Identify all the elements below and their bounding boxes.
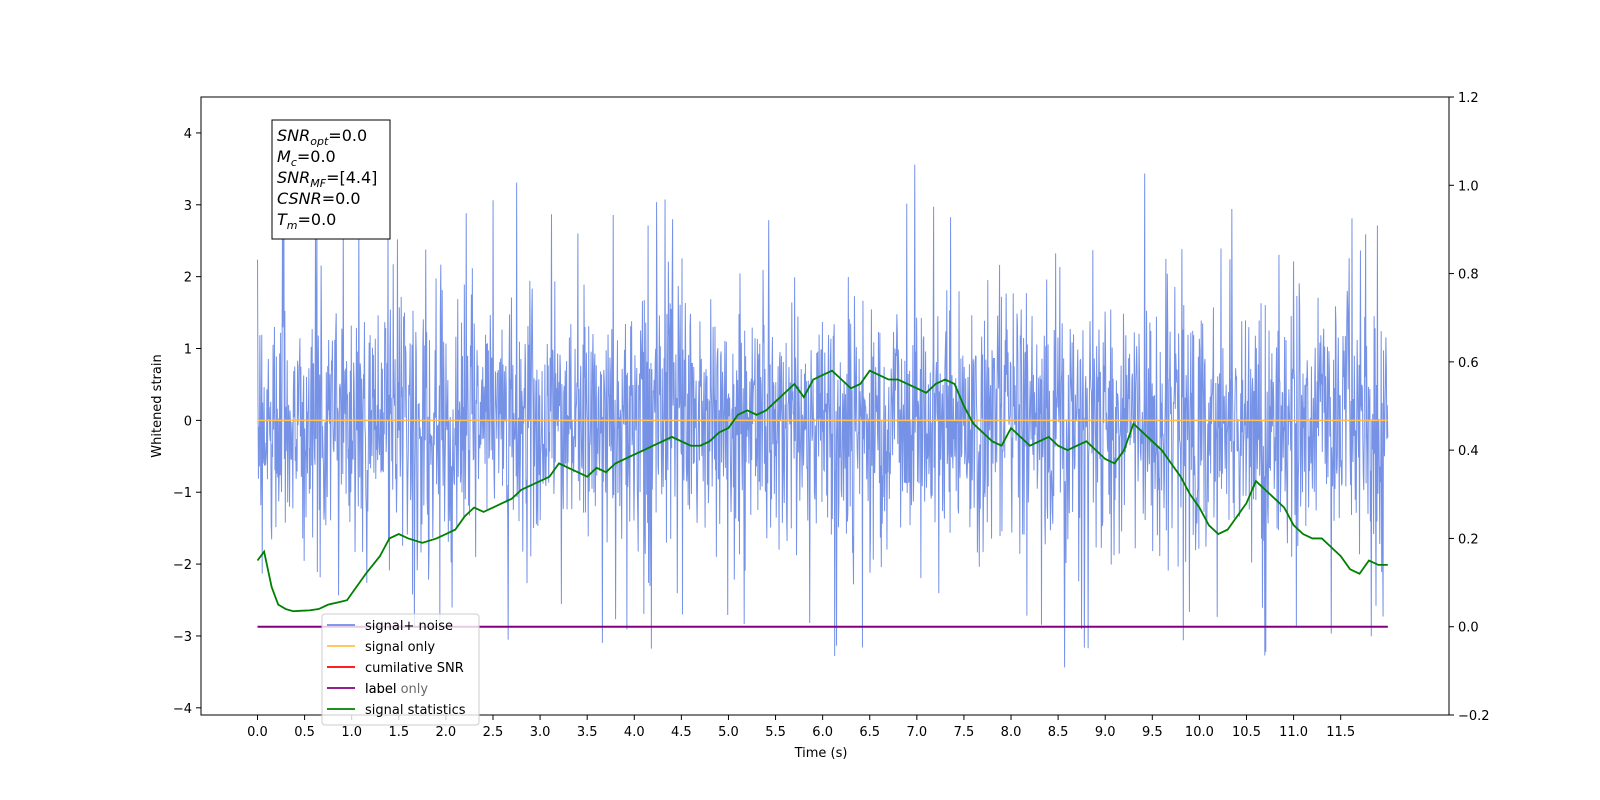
y-tick-label: −2 — [173, 558, 192, 573]
annotation-line: SNRopt=0.0 — [277, 126, 367, 148]
legend-overlap-text: label only — [365, 682, 428, 697]
x-tick-label: 2.0 — [436, 725, 457, 740]
x-tick-label: 5.0 — [718, 725, 739, 740]
y-axis: 4 3 2 1 0 −1 −2 −3 −4 — [173, 127, 201, 717]
x-tick-label: 9.5 — [1142, 725, 1163, 740]
x-tick-label: 0.5 — [294, 725, 315, 740]
x-tick-label: 6.5 — [859, 725, 880, 740]
x-tick-label: 1.5 — [388, 725, 409, 740]
y-tick-label: 0 — [184, 414, 192, 429]
y2-tick-label: −0.2 — [1458, 709, 1490, 724]
legend-label: signal only — [365, 640, 435, 655]
y2-tick-label: 0.0 — [1458, 621, 1479, 636]
y-tick-label: −1 — [173, 486, 192, 501]
y-tick-label: 2 — [184, 271, 192, 286]
x-tick-label: 0.0 — [247, 725, 268, 740]
y-tick-label: 1 — [184, 343, 192, 358]
annotation-line: Tm=0.0 — [277, 210, 336, 232]
x-tick-label: 8.0 — [1001, 725, 1022, 740]
series-signal-statistics — [256, 369, 1388, 613]
y-tick-label: −4 — [173, 702, 192, 717]
y2-tick-label: 0.2 — [1458, 532, 1479, 547]
legend-label: signal statistics — [365, 703, 466, 718]
annotation-frame — [271, 119, 391, 240]
legend-label: cumilative SNR — [365, 661, 464, 676]
x-tick-label: 4.0 — [624, 725, 645, 740]
x-tick-label: 1.0 — [341, 725, 362, 740]
x-tick-label: 8.5 — [1048, 725, 1069, 740]
series-signal-noise — [257, 164, 1389, 668]
x-axis-label: Time (s) — [794, 746, 848, 761]
y-axis-label: Whitened strain — [150, 354, 165, 457]
legend-label: signal+ noise — [365, 619, 453, 634]
x-tick-label: 5.5 — [765, 725, 786, 740]
y2-tick-label: 1.0 — [1458, 179, 1479, 194]
annotation-line: CSNR=0.0 — [277, 189, 361, 208]
y2-tick-label: 0.4 — [1458, 444, 1479, 459]
x-tick-label: 3.5 — [577, 725, 598, 740]
annotation-line: SNRMF=[4.4] — [277, 168, 377, 190]
x-tick-label: 10.0 — [1185, 725, 1214, 740]
x-tick-label: 11.5 — [1326, 725, 1355, 740]
x-tick-label: 4.5 — [671, 725, 692, 740]
x-tick-label: 7.5 — [954, 725, 975, 740]
annotation-line: Mc=0.0 — [277, 147, 336, 169]
y-tick-label: 3 — [184, 199, 192, 214]
plot-frame — [200, 96, 1450, 716]
y2-tick-label: 1.2 — [1458, 91, 1479, 106]
x-axis: 0.0 0.5 1.0 1.5 2.0 2.5 3.0 3.5 4.0 4.5 5.0 5.5 6.0 6… — [247, 715, 1355, 740]
x-tick-label: 9.0 — [1095, 725, 1116, 740]
x-tick-label: 10.5 — [1232, 725, 1261, 740]
legend: signal+ noise signal only cumilative SNR la… — [321, 613, 480, 726]
y2-tick-label: 0.8 — [1458, 268, 1479, 283]
x-tick-label: 11.0 — [1279, 725, 1308, 740]
y2-axis: 1.2 1.0 0.8 0.6 0.4 0.2 0.0 −0.2 — [1449, 91, 1490, 724]
x-tick-label: 6.0 — [812, 725, 833, 740]
y-tick-label: −3 — [173, 630, 192, 645]
x-tick-label: 3.0 — [530, 725, 551, 740]
x-tick-label: 2.5 — [483, 725, 504, 740]
y-tick-label: 4 — [184, 127, 192, 142]
legend-frame — [321, 613, 480, 726]
y2-tick-label: 0.6 — [1458, 356, 1479, 371]
x-tick-label: 7.0 — [906, 725, 927, 740]
legend-label: label — [365, 682, 396, 697]
